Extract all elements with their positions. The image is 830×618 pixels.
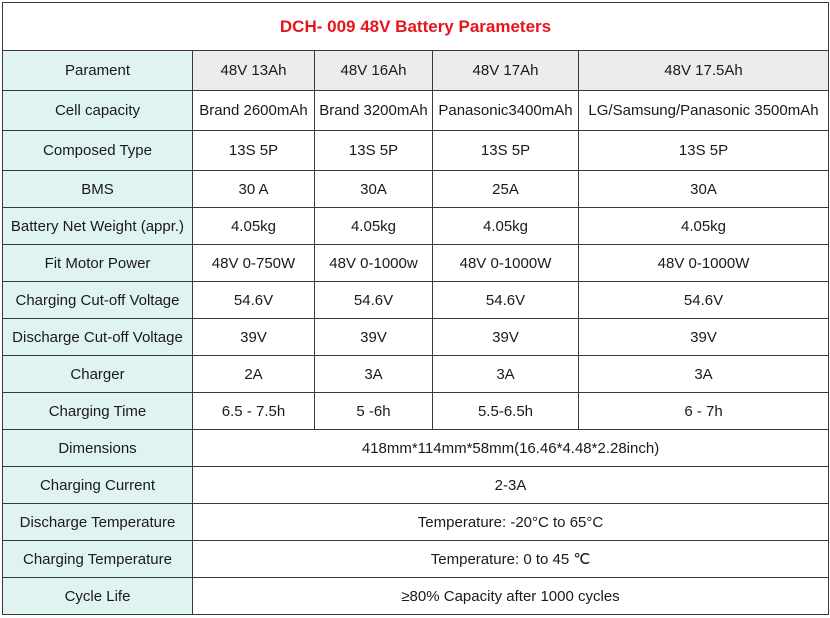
row-value: 30A: [577, 170, 830, 208]
row-value: 4.05kg: [314, 207, 433, 245]
header-label: Parament: [2, 50, 193, 91]
model-header: 48V 17Ah: [432, 50, 579, 91]
table-row: Discharge Cut-off Voltage 39V 39V 39V 39…: [2, 318, 830, 356]
model-header: 48V 16Ah: [314, 50, 433, 91]
table-row: Cycle Life ≥80% Capacity after 1000 cycl…: [2, 577, 830, 615]
table-row: Charging Temperature Temperature: 0 to 4…: [2, 540, 830, 578]
row-label: Charging Temperature: [2, 540, 193, 578]
row-value: Brand 3200mAh: [314, 90, 433, 131]
spanned-value: Temperature: -20°C to 65°C: [191, 503, 830, 541]
spanned-value: 2-3A: [191, 466, 830, 504]
row-value: 4.05kg: [432, 207, 579, 245]
table-row: Dimensions 418mm*114mm*58mm(16.46*4.48*2…: [2, 429, 830, 467]
spanned-value: Temperature: 0 to 45 ℃: [191, 540, 830, 578]
model-header: 48V 13Ah: [192, 50, 315, 91]
row-value: 13S 5P: [577, 130, 830, 171]
table-row: Cell capacity Brand 2600mAh Brand 3200mA…: [2, 90, 830, 131]
table-row: Charging Time 6.5 - 7.5h 5 -6h 5.5-6.5h …: [2, 392, 830, 430]
row-label: Cell capacity: [2, 90, 193, 131]
row-value: 25A: [432, 170, 579, 208]
row-value: 30 A: [192, 170, 315, 208]
table-row: Charger 2A 3A 3A 3A: [2, 355, 830, 393]
table-title: DCH- 009 48V Battery Parameters: [1, 2, 830, 51]
row-value: 5.5-6.5h: [432, 392, 579, 430]
row-value: 54.6V: [432, 281, 579, 319]
row-value: 39V: [192, 318, 315, 356]
table-row: Battery Net Weight (appr.) 4.05kg 4.05kg…: [2, 207, 830, 245]
row-label: Composed Type: [2, 130, 193, 171]
row-value: 4.05kg: [577, 207, 830, 245]
row-value: 3A: [314, 355, 433, 393]
row-value: 54.6V: [314, 281, 433, 319]
row-value: 3A: [577, 355, 830, 393]
spanned-value: 418mm*114mm*58mm(16.46*4.48*2.28inch): [191, 429, 830, 467]
row-value: 4.05kg: [192, 207, 315, 245]
row-label: BMS: [2, 170, 193, 208]
row-label: Charging Cut-off Voltage: [2, 281, 193, 319]
row-value: 48V 0-1000w: [314, 244, 433, 282]
row-value: 5 -6h: [314, 392, 433, 430]
table-row: Discharge Temperature Temperature: -20°C…: [2, 503, 830, 541]
row-value: 6.5 - 7.5h: [192, 392, 315, 430]
row-label: Dimensions: [2, 429, 193, 467]
row-value: 30A: [314, 170, 433, 208]
row-value: 54.6V: [192, 281, 315, 319]
row-value: 2A: [192, 355, 315, 393]
row-label: Discharge Temperature: [2, 503, 193, 541]
row-value: 39V: [432, 318, 579, 356]
spanned-value: ≥80% Capacity after 1000 cycles: [191, 577, 830, 615]
table-row: Charging Cut-off Voltage 54.6V 54.6V 54.…: [2, 281, 830, 319]
row-value: 3A: [432, 355, 579, 393]
row-label: Charger: [2, 355, 193, 393]
row-value: 48V 0-750W: [192, 244, 315, 282]
row-label: Charging Time: [2, 392, 193, 430]
row-label: Discharge Cut-off Voltage: [2, 318, 193, 356]
row-value: 39V: [314, 318, 433, 356]
title-row: DCH- 009 48V Battery Parameters: [1, 2, 830, 51]
row-value: 39V: [577, 318, 830, 356]
table-row: Charging Current 2-3A: [2, 466, 830, 504]
row-label: Battery Net Weight (appr.): [2, 207, 193, 245]
row-value: 6 - 7h: [577, 392, 830, 430]
table-row: BMS 30 A 30A 25A 30A: [2, 170, 830, 208]
row-value: 48V 0-1000W: [577, 244, 830, 282]
row-value: 13S 5P: [192, 130, 315, 171]
row-value: 48V 0-1000W: [432, 244, 579, 282]
row-value: Panasonic3400mAh: [432, 90, 579, 131]
row-value: 13S 5P: [314, 130, 433, 171]
row-label: Charging Current: [2, 466, 193, 504]
row-label: Fit Motor Power: [2, 244, 193, 282]
row-value: LG/Samsung/Panasonic 3500mAh: [577, 90, 830, 131]
row-value: 54.6V: [577, 281, 830, 319]
table-row: Composed Type 13S 5P 13S 5P 13S 5P 13S 5…: [2, 130, 830, 171]
row-value: Brand 2600mAh: [192, 90, 315, 131]
header-row: Parament 48V 13Ah 48V 16Ah 48V 17Ah 48V …: [2, 50, 830, 91]
model-header: 48V 17.5Ah: [577, 50, 830, 91]
table-row: Fit Motor Power 48V 0-750W 48V 0-1000w 4…: [2, 244, 830, 282]
row-label: Cycle Life: [2, 577, 193, 615]
row-value: 13S 5P: [432, 130, 579, 171]
